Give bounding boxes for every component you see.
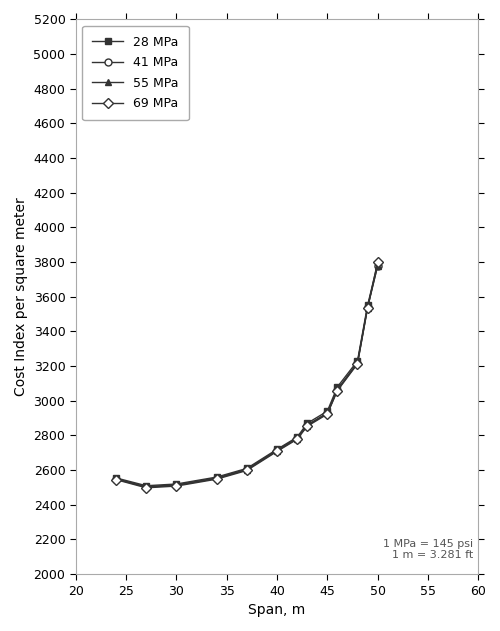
Y-axis label: Cost Index per square meter: Cost Index per square meter	[14, 198, 28, 396]
28 MPa	[144, 482, 150, 490]
55 MPa	[354, 360, 360, 367]
41 MPa	[334, 386, 340, 393]
55 MPa	[294, 435, 300, 442]
28 MPa	[364, 302, 370, 309]
55 MPa	[334, 386, 340, 394]
41 MPa	[113, 475, 119, 483]
Line: 69 MPa: 69 MPa	[112, 259, 381, 492]
69 MPa	[304, 423, 310, 430]
55 MPa	[244, 466, 250, 474]
28 MPa	[374, 260, 380, 268]
28 MPa	[214, 473, 220, 481]
28 MPa	[113, 474, 119, 481]
41 MPa	[374, 262, 380, 269]
28 MPa	[274, 445, 280, 453]
69 MPa	[374, 258, 380, 266]
41 MPa	[214, 474, 220, 481]
69 MPa	[334, 387, 340, 394]
Line: 28 MPa: 28 MPa	[114, 261, 380, 488]
41 MPa	[144, 483, 150, 490]
41 MPa	[364, 304, 370, 311]
55 MPa	[274, 447, 280, 454]
55 MPa	[214, 475, 220, 482]
41 MPa	[274, 446, 280, 454]
28 MPa	[304, 420, 310, 427]
55 MPa	[174, 481, 180, 489]
41 MPa	[174, 481, 180, 488]
41 MPa	[354, 359, 360, 367]
69 MPa	[294, 435, 300, 443]
41 MPa	[294, 434, 300, 442]
Line: 41 MPa: 41 MPa	[112, 262, 381, 490]
41 MPa	[244, 466, 250, 473]
28 MPa	[294, 433, 300, 441]
69 MPa	[354, 360, 360, 368]
28 MPa	[174, 480, 180, 488]
Legend: 28 MPa, 41 MPa, 55 MPa, 69 MPa: 28 MPa, 41 MPa, 55 MPa, 69 MPa	[82, 26, 189, 120]
55 MPa	[304, 422, 310, 429]
28 MPa	[244, 464, 250, 472]
41 MPa	[324, 409, 330, 416]
55 MPa	[144, 483, 150, 491]
28 MPa	[324, 408, 330, 415]
69 MPa	[244, 467, 250, 475]
Line: 55 MPa: 55 MPa	[112, 262, 381, 490]
69 MPa	[174, 482, 180, 490]
41 MPa	[304, 422, 310, 429]
69 MPa	[144, 484, 150, 492]
69 MPa	[274, 447, 280, 455]
28 MPa	[334, 383, 340, 391]
69 MPa	[214, 475, 220, 483]
28 MPa	[354, 357, 360, 365]
55 MPa	[374, 262, 380, 270]
69 MPa	[113, 476, 119, 483]
Text: 1 MPa = 145 psi
1 m = 3.281 ft: 1 MPa = 145 psi 1 m = 3.281 ft	[383, 539, 473, 560]
55 MPa	[324, 410, 330, 417]
X-axis label: Span, m: Span, m	[248, 603, 306, 617]
69 MPa	[364, 305, 370, 312]
55 MPa	[364, 304, 370, 312]
69 MPa	[324, 410, 330, 418]
55 MPa	[113, 475, 119, 483]
